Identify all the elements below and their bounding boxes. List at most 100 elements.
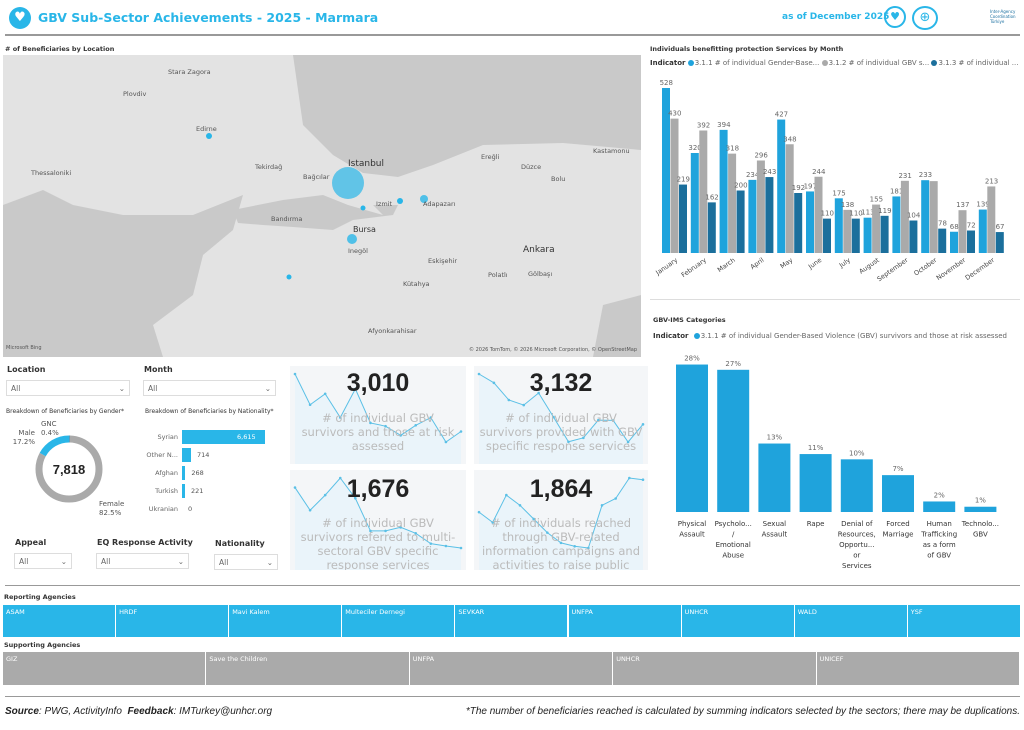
data-label: 138 xyxy=(841,201,854,209)
legend-item[interactable]: 3.1.1 # of individual Gender-Base... xyxy=(687,59,819,67)
nationality-label: Afghan xyxy=(155,469,178,477)
agency-tile[interactable]: ASAM xyxy=(3,605,117,637)
data-label: 243 xyxy=(763,168,776,176)
data-label: 296 xyxy=(754,152,768,160)
kpi-card-assessed: 3,010 # of individual GBV survivors and … xyxy=(290,366,466,464)
data-label: 11% xyxy=(808,444,824,452)
data-label: 244 xyxy=(812,168,826,176)
map-attribution[interactable]: © 2026 TomTom, © 2026 Microsoft Corporat… xyxy=(469,347,638,353)
agency-tile[interactable]: SEVKAR xyxy=(455,605,569,637)
map-label: Eskişehir xyxy=(428,257,458,265)
un-logo-icon: ⊕ xyxy=(912,6,938,30)
kpi-card-response-services: 3,132 # of individual GBV survivors prov… xyxy=(474,366,648,464)
data-label: 72 xyxy=(967,222,976,230)
bar-may xyxy=(777,119,786,253)
beneficiaries-map[interactable]: Stara Zagora Plovdiv Edirne Tekirdağ Bağ… xyxy=(3,55,641,357)
sparkline-point xyxy=(582,436,585,440)
eq-response-activity-filter[interactable]: All ⌄ xyxy=(96,553,189,569)
monthly-bar-chart[interactable]: 528 430 219 January 320 392 162 February 394 318 2… xyxy=(645,70,1023,290)
x-tick-label: Rape xyxy=(807,520,825,528)
category-bar xyxy=(676,364,708,512)
bar-july xyxy=(843,209,852,253)
sparkline-point xyxy=(477,510,481,514)
monthly-chart-legend: Indicator 3.1.1 # of individual Gender-B… xyxy=(650,59,1019,67)
legend-item[interactable]: 3.1.2 # of individual GBV s... xyxy=(821,59,929,67)
sparkline-point xyxy=(600,504,604,507)
footer-note: *The number of beneficiaries reached is … xyxy=(465,706,1020,717)
x-tick-label: June xyxy=(806,256,823,271)
data-label: 192 xyxy=(792,184,805,192)
month-filter-value: All xyxy=(148,383,158,393)
male-label: Male 17.2% xyxy=(12,429,35,446)
data-label: 10% xyxy=(849,449,865,457)
sparkline-area xyxy=(479,478,643,570)
map-label: Ereğli xyxy=(481,153,500,161)
nationality-bar[interactable] xyxy=(182,484,185,498)
bar-february xyxy=(707,202,716,253)
bar-april xyxy=(748,179,757,253)
data-label: 175 xyxy=(832,189,845,197)
sparkline-point xyxy=(369,421,372,425)
reporting-agencies-title: Reporting Agencies xyxy=(4,593,76,601)
location-filter[interactable]: All ⌄ xyxy=(6,380,130,396)
nationality-value: 268 xyxy=(191,469,204,477)
gbvims-chart-title: GBV-IMS Categories xyxy=(653,316,726,324)
agency-tile[interactable]: UNICEF xyxy=(816,652,1020,685)
map-label: Thessaloniki xyxy=(31,169,72,177)
chevron-down-icon: ⌄ xyxy=(266,557,273,567)
nationality-value: 0 xyxy=(188,505,193,513)
gbvims-bar-chart[interactable]: 28% Physical Assault 27% Psycholo... / Emotion… xyxy=(645,345,1023,570)
data-label: 162 xyxy=(705,193,718,201)
x-tick-label: Sexual Assault xyxy=(762,520,788,539)
agency-tile[interactable]: UNFPA xyxy=(568,605,682,637)
data-label: 233 xyxy=(919,171,932,179)
location-bubble-adapazari xyxy=(420,195,428,203)
sparkline-point xyxy=(414,531,418,535)
bar-march xyxy=(736,190,745,253)
month-filter[interactable]: All ⌄ xyxy=(143,380,276,396)
data-label: 528 xyxy=(660,79,673,87)
agency-tile[interactable]: Save the Children xyxy=(206,652,410,685)
inter-agency-logo: Inter-Agency Coordination Türkiye xyxy=(990,9,1016,24)
nationality-filter[interactable]: All ⌄ xyxy=(214,554,278,570)
bar-april xyxy=(756,160,765,253)
nationality-bar[interactable] xyxy=(182,448,191,462)
divider xyxy=(5,585,1020,586)
bar-june xyxy=(814,176,823,253)
chevron-down-icon: ⌄ xyxy=(60,556,67,566)
sparkline xyxy=(293,476,463,570)
agency-tile[interactable]: UNFPA xyxy=(409,652,614,685)
nationality-bar[interactable] xyxy=(182,466,186,480)
agency-tile[interactable]: HRDF xyxy=(116,605,230,637)
nationality-bar[interactable] xyxy=(182,430,265,444)
sparkline-area xyxy=(479,374,643,464)
kpi-card-referred: 1,676 # of individual GBV survivors refe… xyxy=(290,470,466,570)
sparkline xyxy=(477,476,645,570)
agency-tile[interactable]: WALD xyxy=(794,605,908,637)
gender-donut-chart[interactable] xyxy=(0,415,140,525)
nationality-bar-chart[interactable]: Syrian 6,615 Other N... 714 Afghan 268 Turkish… xyxy=(140,430,290,520)
kpi-label: # of individual GBV survivors referred t… xyxy=(300,516,456,570)
agency-tile[interactable]: UNHCR xyxy=(613,652,817,685)
bar-october xyxy=(921,180,930,253)
sparkline-point xyxy=(323,493,327,497)
x-tick-label: Physical Assault xyxy=(678,520,707,539)
agency-tile[interactable]: GIZ xyxy=(3,652,207,685)
data-label: 78 xyxy=(938,220,947,228)
legend-item[interactable]: 3.1.3 # of individual ... xyxy=(931,59,1018,67)
category-bar xyxy=(964,506,997,512)
bar-december xyxy=(987,186,996,253)
supporting-agencies-title: Supporting Agencies xyxy=(4,641,81,649)
agency-tile[interactable]: UNHCR xyxy=(681,605,795,637)
bar-february xyxy=(699,130,708,253)
sparkline-point xyxy=(444,440,448,444)
bar-december xyxy=(995,232,1004,253)
x-tick-label: Denial of Resources, Opportu... or Services xyxy=(838,520,876,570)
agency-tile[interactable]: Mavi Kalem xyxy=(229,605,343,637)
data-label: 155 xyxy=(870,196,883,204)
agency-tile[interactable]: Multeciler Dernegi xyxy=(342,605,456,637)
nationality-filter-value: All xyxy=(219,557,229,567)
agency-tile[interactable]: YSF xyxy=(907,605,1021,637)
feedback-email-link[interactable]: IMTurkey@unhcr.org xyxy=(179,706,273,717)
appeal-filter[interactable]: All ⌄ xyxy=(14,553,72,569)
